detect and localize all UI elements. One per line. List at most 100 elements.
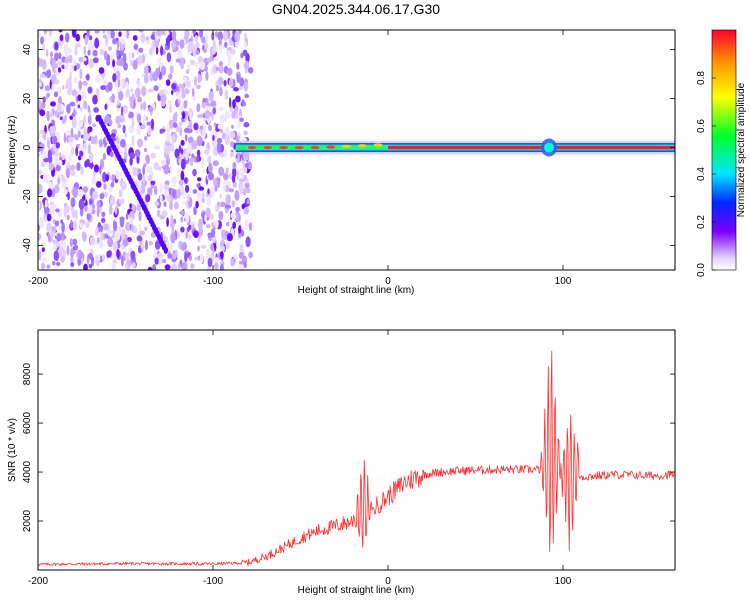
noise-speck <box>185 212 190 224</box>
noise-speck <box>128 111 134 119</box>
noise-speck <box>229 141 235 148</box>
noise-speck <box>188 119 193 130</box>
noise-speck <box>87 86 93 94</box>
noise-speck <box>169 200 173 211</box>
noise-speck <box>87 207 92 214</box>
noise-speck <box>99 193 105 200</box>
noise-speck <box>229 130 236 139</box>
noise-speck <box>61 118 66 125</box>
noise-speck <box>70 247 74 259</box>
noise-speck <box>239 117 244 123</box>
noise-speck <box>231 174 236 184</box>
noise-speck <box>216 201 222 208</box>
noise-speck <box>185 184 190 193</box>
noise-speck <box>150 152 157 159</box>
noise-speck <box>197 74 203 82</box>
noise-speck <box>129 99 134 109</box>
noise-speck <box>54 79 60 85</box>
noise-speck <box>56 232 62 242</box>
noise-speck <box>121 255 124 267</box>
noise-speck <box>107 81 113 92</box>
noise-speck <box>189 110 192 121</box>
noise-speck <box>95 255 98 267</box>
noise-speck <box>143 135 148 141</box>
noise-speck <box>69 115 73 120</box>
noise-speck <box>141 72 145 78</box>
noise-speck <box>128 51 133 62</box>
noise-speck <box>164 45 168 51</box>
noise-speck <box>215 44 218 53</box>
noise-speck <box>73 110 77 116</box>
noise-speck <box>79 222 84 229</box>
noise-speck <box>199 30 204 38</box>
y-tick-label: -40 <box>22 238 33 253</box>
snr-frame <box>37 329 676 571</box>
noise-speck <box>72 187 79 198</box>
noise-speck <box>43 157 49 163</box>
noise-speck <box>57 159 63 166</box>
noise-speck <box>177 263 181 270</box>
noise-speck <box>146 121 152 126</box>
noise-speck <box>63 132 67 144</box>
noise-speck <box>147 106 154 113</box>
noise-speck <box>197 114 203 119</box>
noise-speck <box>148 241 153 246</box>
noise-speck <box>142 101 147 111</box>
noise-speck <box>176 168 181 176</box>
noise-speck <box>218 60 223 68</box>
noise-speck <box>219 44 223 54</box>
noise-speck <box>88 152 94 162</box>
noise-speck <box>225 167 229 175</box>
noise-speck <box>226 242 230 250</box>
noise-speck <box>163 201 167 207</box>
noise-speck <box>223 180 227 191</box>
noise-speck <box>103 223 109 231</box>
noise-speck <box>130 88 133 93</box>
noise-speck <box>94 30 100 34</box>
noise-speck <box>77 188 84 198</box>
noise-speck <box>60 256 65 263</box>
noise-speck <box>198 227 204 238</box>
noise-speck <box>78 119 84 128</box>
noise-speck <box>184 88 190 94</box>
noise-speck <box>112 73 117 83</box>
noise-speck <box>78 56 84 63</box>
noise-speck <box>242 188 247 196</box>
noise-speck <box>142 175 146 185</box>
noise-speck <box>96 200 101 208</box>
noise-speck <box>210 228 216 238</box>
noise-speck <box>87 252 93 260</box>
noise-speck <box>205 147 210 156</box>
noise-speck <box>189 156 194 166</box>
noise-speck <box>188 233 192 241</box>
noise-speck <box>214 184 218 192</box>
noise-speck <box>92 49 98 57</box>
noise-speck <box>57 60 63 66</box>
noise-speck <box>193 122 199 131</box>
noise-speck <box>180 63 184 70</box>
noise-speck <box>132 59 138 70</box>
noise-speck <box>206 250 210 261</box>
noise-speck <box>87 49 91 56</box>
noise-speck <box>129 152 136 160</box>
noise-speck <box>110 30 115 39</box>
noise-speck <box>64 189 68 196</box>
noise-speck <box>71 209 76 219</box>
noise-speck <box>136 204 142 212</box>
noise-speck <box>196 149 201 157</box>
noise-speck <box>70 262 75 268</box>
wobble-core <box>544 142 554 153</box>
noise-speck <box>83 45 87 56</box>
noise-speck <box>196 191 202 201</box>
noise-speck <box>146 165 153 174</box>
noise-speck <box>41 247 45 253</box>
noise-speck <box>41 101 46 109</box>
noise-speck <box>124 151 128 161</box>
noise-speck <box>62 180 67 191</box>
noise-speck <box>53 91 59 98</box>
noise-speck <box>44 199 48 209</box>
noise-speck <box>82 57 87 62</box>
noise-speck <box>110 132 116 138</box>
noise-speck <box>153 85 159 92</box>
